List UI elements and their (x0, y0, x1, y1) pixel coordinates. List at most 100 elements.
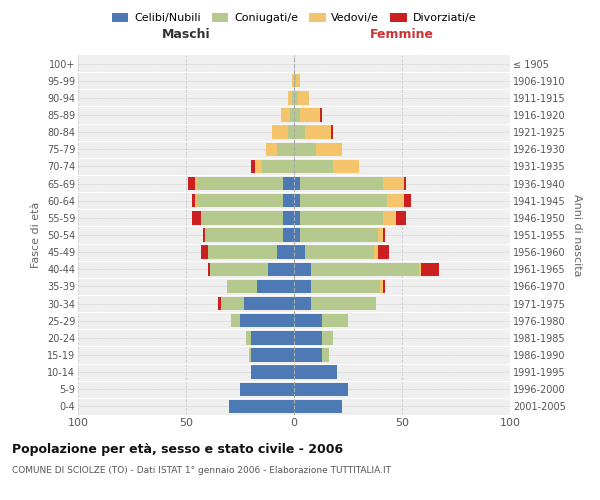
Bar (194, 177, 197, 190)
Text: Femmine: Femmine (370, 28, 434, 42)
Text: COMUNE DI SCIOLZE (TO) - Dati ISTAT 1° gennaio 2006 - Elaborazione TUTTITALIA.IT: COMUNE DI SCIOLZE (TO) - Dati ISTAT 1° g… (12, 466, 391, 475)
Bar (210, 262, 268, 276)
Bar (380, 280, 383, 293)
Bar (247, 331, 251, 344)
Bar (294, 211, 301, 224)
Bar (320, 108, 322, 122)
Bar (301, 177, 383, 190)
Bar (194, 194, 197, 207)
Bar (322, 331, 333, 344)
Bar (281, 108, 290, 122)
Bar (221, 297, 244, 310)
Bar (378, 228, 383, 241)
Bar (292, 91, 294, 104)
Bar (294, 400, 341, 413)
Bar (294, 91, 298, 104)
Bar (301, 228, 378, 241)
Bar (383, 280, 385, 293)
Bar (283, 211, 294, 224)
Bar (305, 126, 331, 139)
Bar (255, 160, 262, 173)
Bar (201, 246, 208, 259)
Bar (227, 280, 257, 293)
Bar (294, 366, 337, 379)
Bar (251, 331, 294, 344)
Bar (294, 74, 296, 88)
Bar (283, 177, 294, 190)
Bar (197, 177, 283, 190)
Bar (251, 366, 294, 379)
Bar (240, 314, 294, 328)
Bar (290, 108, 294, 122)
Bar (251, 160, 255, 173)
Bar (232, 314, 240, 328)
Bar (322, 314, 348, 328)
Bar (301, 194, 387, 207)
Y-axis label: Fasce di età: Fasce di età (31, 202, 41, 268)
Bar (311, 280, 380, 293)
Bar (244, 297, 294, 310)
Bar (294, 331, 322, 344)
Bar (294, 160, 333, 173)
Bar (294, 194, 301, 207)
Bar (283, 194, 294, 207)
Bar (294, 314, 322, 328)
Bar (298, 91, 309, 104)
Bar (283, 228, 294, 241)
Bar (311, 297, 376, 310)
Bar (294, 348, 322, 362)
Bar (296, 74, 301, 88)
Bar (294, 228, 301, 241)
Text: Popolazione per età, sesso e stato civile - 2006: Popolazione per età, sesso e stato civil… (12, 442, 343, 456)
Bar (208, 246, 277, 259)
Bar (395, 211, 406, 224)
Bar (294, 262, 311, 276)
Bar (201, 211, 283, 224)
Bar (374, 246, 378, 259)
Bar (251, 348, 294, 362)
Bar (294, 142, 316, 156)
Bar (197, 194, 283, 207)
Bar (188, 177, 194, 190)
Bar (257, 280, 294, 293)
Bar (272, 126, 287, 139)
Bar (193, 211, 201, 224)
Bar (248, 348, 251, 362)
Bar (268, 262, 294, 276)
Text: Maschi: Maschi (161, 28, 211, 42)
Bar (383, 211, 395, 224)
Bar (378, 246, 389, 259)
Bar (229, 400, 294, 413)
Bar (218, 297, 221, 310)
Bar (404, 194, 410, 207)
Bar (203, 228, 205, 241)
Bar (301, 211, 383, 224)
Bar (266, 142, 277, 156)
Bar (333, 160, 359, 173)
Bar (294, 246, 305, 259)
Bar (277, 142, 294, 156)
Bar (294, 177, 301, 190)
Bar (277, 246, 294, 259)
Bar (387, 194, 404, 207)
Bar (316, 142, 341, 156)
Bar (331, 126, 333, 139)
Bar (322, 348, 329, 362)
Bar (419, 262, 421, 276)
Bar (383, 228, 385, 241)
Bar (404, 177, 406, 190)
Bar (301, 108, 320, 122)
Bar (421, 262, 439, 276)
Bar (240, 382, 294, 396)
Bar (305, 246, 374, 259)
Bar (294, 297, 311, 310)
Bar (294, 126, 305, 139)
Bar (262, 160, 294, 173)
Bar (294, 280, 311, 293)
Bar (193, 194, 194, 207)
Legend: Celibi/Nubili, Coniugati/e, Vedovi/e, Divorziati/e: Celibi/Nubili, Coniugati/e, Vedovi/e, Di… (107, 8, 481, 28)
Bar (383, 177, 404, 190)
Bar (311, 262, 419, 276)
Bar (208, 262, 210, 276)
Bar (292, 74, 294, 88)
